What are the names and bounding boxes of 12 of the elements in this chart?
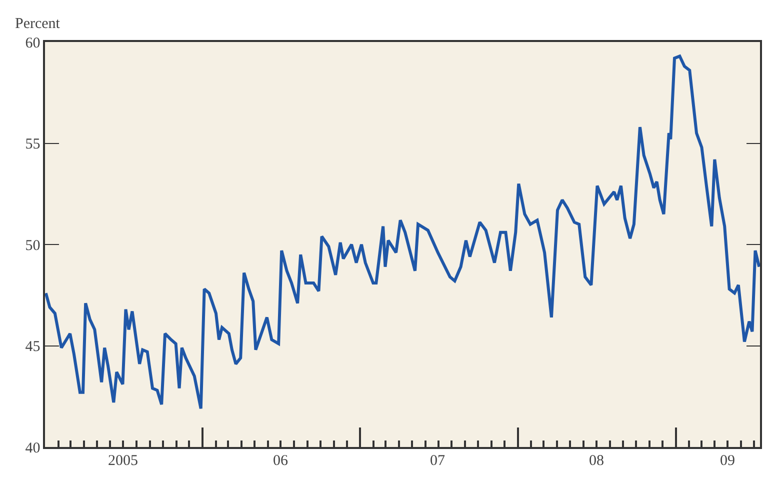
x-tick-label: 2005 (108, 453, 138, 469)
y-axis-title: Percent (15, 16, 61, 32)
x-tick-label: 06 (273, 453, 288, 469)
x-tick-label: 07 (430, 453, 446, 469)
y-tick-label: 60 (25, 35, 40, 52)
x-tick-label: 08 (589, 453, 604, 469)
line-series (45, 54, 760, 410)
y-tick-label: 40 (25, 440, 40, 456)
y-tick-label: 55 (25, 136, 40, 152)
y-tick-label: 45 (25, 339, 40, 355)
x-tick-label: 09 (720, 453, 735, 469)
y-tick-label: 50 (25, 238, 40, 254)
